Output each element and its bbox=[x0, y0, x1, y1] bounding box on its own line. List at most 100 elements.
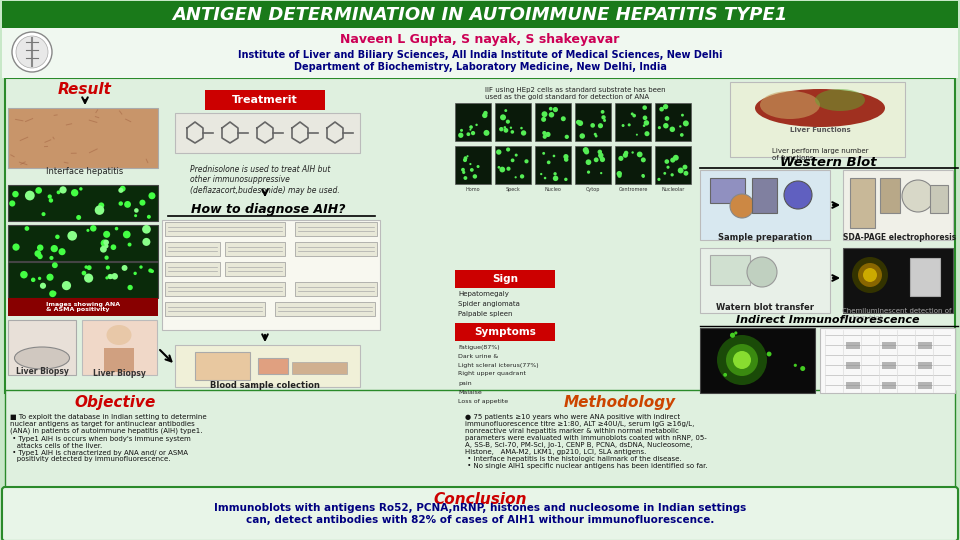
Circle shape bbox=[553, 154, 555, 157]
Bar bbox=[175, 345, 360, 387]
Circle shape bbox=[642, 105, 647, 110]
Circle shape bbox=[717, 335, 767, 385]
Bar bbox=[2, 28, 958, 78]
Circle shape bbox=[628, 123, 631, 126]
Bar bbox=[455, 270, 555, 288]
Circle shape bbox=[564, 157, 568, 162]
Bar bbox=[165, 302, 265, 316]
Circle shape bbox=[624, 151, 629, 155]
Circle shape bbox=[458, 133, 464, 138]
Circle shape bbox=[133, 272, 137, 275]
Circle shape bbox=[734, 332, 737, 335]
Circle shape bbox=[79, 187, 83, 191]
Circle shape bbox=[663, 104, 668, 109]
Circle shape bbox=[100, 246, 107, 253]
Circle shape bbox=[564, 178, 567, 181]
Text: Methodology: Methodology bbox=[564, 395, 676, 409]
Text: Institute of Liver and Biliary Sciences, All India Institute of Medical Sciences: Institute of Liver and Biliary Sciences,… bbox=[238, 50, 722, 60]
Circle shape bbox=[463, 158, 467, 162]
Circle shape bbox=[660, 107, 664, 112]
Bar bbox=[535, 103, 571, 141]
Circle shape bbox=[38, 276, 41, 280]
Circle shape bbox=[464, 176, 468, 180]
Bar bbox=[710, 178, 745, 203]
Circle shape bbox=[794, 364, 797, 367]
Circle shape bbox=[852, 257, 888, 293]
Circle shape bbox=[601, 110, 605, 114]
Circle shape bbox=[623, 153, 628, 158]
Circle shape bbox=[863, 268, 877, 282]
Circle shape bbox=[48, 194, 52, 199]
Circle shape bbox=[664, 159, 669, 164]
Circle shape bbox=[499, 167, 505, 172]
Circle shape bbox=[580, 133, 585, 139]
Circle shape bbox=[549, 107, 553, 111]
Text: Watern blot transfer: Watern blot transfer bbox=[716, 303, 814, 313]
Circle shape bbox=[684, 171, 688, 176]
Circle shape bbox=[586, 159, 591, 165]
Circle shape bbox=[139, 265, 143, 269]
Text: Fatigue(87%): Fatigue(87%) bbox=[458, 345, 499, 349]
Circle shape bbox=[101, 239, 108, 247]
Circle shape bbox=[511, 158, 515, 162]
Bar bbox=[846, 382, 860, 389]
Circle shape bbox=[470, 131, 475, 135]
Bar bbox=[700, 248, 830, 313]
Text: Sample preparation: Sample preparation bbox=[718, 233, 812, 242]
Circle shape bbox=[600, 157, 605, 162]
Bar bbox=[495, 146, 531, 184]
Bar bbox=[710, 255, 750, 285]
Bar bbox=[882, 342, 896, 349]
Bar bbox=[730, 82, 905, 157]
Circle shape bbox=[147, 215, 151, 219]
Circle shape bbox=[469, 129, 471, 131]
Circle shape bbox=[148, 268, 153, 273]
Circle shape bbox=[57, 191, 60, 194]
Circle shape bbox=[747, 257, 777, 287]
Circle shape bbox=[540, 173, 542, 175]
Bar bbox=[225, 242, 285, 256]
Circle shape bbox=[142, 225, 151, 234]
Circle shape bbox=[545, 132, 551, 137]
Circle shape bbox=[142, 238, 151, 246]
Text: Prednisolone is used to treat AIH but
other immunosuppressive
(deflazacort,budes: Prednisolone is used to treat AIH but ot… bbox=[190, 165, 340, 195]
Circle shape bbox=[500, 114, 506, 120]
Text: Cytop: Cytop bbox=[586, 187, 600, 192]
Bar bbox=[205, 90, 325, 110]
Circle shape bbox=[46, 274, 54, 281]
Circle shape bbox=[542, 131, 546, 135]
Bar bbox=[575, 103, 611, 141]
Circle shape bbox=[576, 120, 581, 125]
Text: Nucleolar: Nucleolar bbox=[661, 187, 684, 192]
Circle shape bbox=[49, 291, 56, 297]
Bar bbox=[882, 362, 896, 369]
Bar bbox=[880, 178, 900, 213]
Circle shape bbox=[472, 174, 477, 179]
Circle shape bbox=[115, 227, 118, 231]
Bar bbox=[910, 258, 940, 296]
Ellipse shape bbox=[755, 89, 885, 127]
Circle shape bbox=[598, 153, 604, 158]
Text: Images showing ANA
& ASMA positivity: Images showing ANA & ASMA positivity bbox=[46, 302, 120, 313]
Text: How to diagnose AIH?: How to diagnose AIH? bbox=[191, 204, 346, 217]
Circle shape bbox=[902, 180, 934, 212]
Circle shape bbox=[482, 113, 488, 118]
Circle shape bbox=[542, 152, 545, 155]
Text: Centromere: Centromere bbox=[618, 187, 648, 192]
Circle shape bbox=[469, 125, 473, 129]
Bar bbox=[615, 103, 651, 141]
Circle shape bbox=[681, 114, 684, 117]
Circle shape bbox=[103, 231, 110, 238]
Text: Chemiluminescent detection of
Watern blot: Chemiluminescent detection of Watern blo… bbox=[842, 308, 951, 321]
Circle shape bbox=[743, 370, 747, 374]
Text: Immunoblots with antigens Ro52, PCNA,nRNP, histones and nucleosome in Indian set: Immunoblots with antigens Ro52, PCNA,nRN… bbox=[214, 503, 746, 525]
Circle shape bbox=[553, 176, 559, 181]
Bar bbox=[5, 390, 955, 490]
Circle shape bbox=[61, 281, 71, 290]
Bar bbox=[82, 320, 157, 375]
Circle shape bbox=[110, 245, 116, 250]
Bar bbox=[918, 382, 932, 389]
Circle shape bbox=[547, 160, 550, 164]
Circle shape bbox=[484, 130, 490, 136]
Circle shape bbox=[669, 126, 675, 132]
